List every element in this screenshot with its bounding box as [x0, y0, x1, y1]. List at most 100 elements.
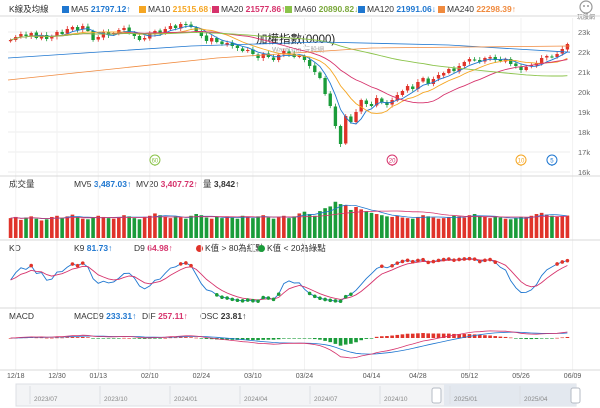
volume-bar: [343, 205, 348, 238]
osc-bar: [555, 337, 559, 339]
candle: [519, 66, 523, 70]
volume-bar: [472, 214, 477, 238]
ma120-legend[interactable]: MA120 21991.06↓: [358, 4, 436, 15]
candle: [271, 57, 276, 60]
candle: [65, 29, 69, 34]
candle: [106, 32, 111, 35]
kd-overbought-dot: [29, 263, 34, 268]
ma5-line: [10, 25, 568, 125]
osc-bar: [276, 338, 281, 340]
candle: [91, 31, 95, 40]
kd-overbought-dot: [80, 261, 85, 265]
mv5-legend: MV5 3,487.03↑: [74, 179, 132, 189]
kd-overbought-dot: [472, 257, 477, 261]
volume-bar: [39, 220, 44, 238]
volume-bar: [13, 216, 18, 238]
timeline-right-handle: [570, 387, 581, 404]
candle: [509, 59, 513, 64]
ma5-legend[interactable]: MA5 21797.12↑: [62, 4, 131, 15]
osc-bar: [483, 335, 487, 338]
mv20-legend: MV20 3,407.72↑: [136, 179, 198, 189]
candle: [24, 34, 28, 36]
osc-bar: [302, 338, 307, 339]
osc-bar: [266, 338, 271, 340]
ma240-legend[interactable]: MA240 22298.39↑: [438, 4, 516, 15]
volume-bar: [178, 217, 183, 238]
kd-oversold-dot: [343, 294, 348, 299]
ma-marker-label: 5: [550, 159, 554, 165]
osc-legend: OSC 23.81↑: [200, 311, 247, 321]
candle: [246, 50, 250, 51]
ma10-legend[interactable]: MA10 21515.68↑: [139, 4, 212, 15]
candle: [478, 60, 482, 62]
candle: [81, 26, 85, 30]
kd-overbought-dot: [421, 257, 425, 262]
volume-bar: [194, 214, 198, 238]
osc-bar: [343, 338, 348, 345]
volume-bar: [235, 218, 240, 238]
candle: [545, 56, 549, 58]
kd-oversold-dot: [225, 296, 229, 300]
volume-bar: [307, 214, 312, 238]
ma-marker-label: 20: [389, 159, 396, 165]
volume-bar: [163, 216, 168, 238]
timeline-selected-range: [444, 384, 576, 406]
candle: [75, 27, 80, 30]
volume-section-label: 成交量: [9, 179, 35, 189]
price-tick-label: 16k: [578, 168, 590, 177]
volume-bar: [477, 215, 482, 238]
volume-bar: [65, 216, 70, 238]
candle: [514, 63, 518, 66]
osc-bar: [220, 338, 224, 340]
volume-bar: [380, 215, 384, 238]
candle: [421, 78, 425, 82]
ma120-line: [7, 41, 571, 59]
volume-bar: [261, 215, 266, 238]
kd-overbought-dot: [426, 260, 431, 265]
timeline-left-handle: [431, 387, 442, 404]
osc-bar: [307, 338, 312, 339]
candle: [209, 38, 214, 42]
price-tick-label: 19k: [578, 108, 590, 117]
ma20-legend[interactable]: MA20 21577.86↑: [212, 4, 285, 15]
volume-bar: [385, 216, 389, 238]
date-tick-label: 04/28: [409, 373, 427, 380]
kd-oversold-dot: [338, 299, 343, 304]
osc-bar: [137, 338, 142, 339]
candle: [369, 104, 374, 106]
volume-bar: [19, 219, 23, 238]
ma60-legend[interactable]: MA60 20890.82↓: [285, 4, 358, 15]
volume-bar: [312, 215, 317, 238]
candle: [70, 27, 75, 30]
candle: [287, 51, 291, 54]
volume-bar: [106, 218, 111, 238]
volume-bar: [457, 216, 461, 238]
candle: [55, 32, 59, 37]
osc-bar: [178, 337, 183, 338]
kd-oversold-dot: [276, 292, 281, 296]
volume-bar: [230, 217, 235, 238]
volume-bar: [184, 218, 188, 238]
kd-note-red: K值 > 80為紅點: [196, 243, 264, 254]
kd-oversold-dot: [230, 297, 235, 302]
kd-oversold-dot: [318, 296, 322, 301]
kd-oversold-dot: [251, 298, 255, 303]
osc-bar: [122, 337, 126, 339]
volume-bar: [276, 216, 281, 238]
candle: [142, 38, 147, 40]
osc-bar: [333, 338, 338, 344]
kd-overbought-dot: [70, 262, 75, 266]
osc-bar: [297, 338, 302, 339]
osc-bar: [91, 338, 95, 339]
volume-bar: [405, 218, 410, 238]
candle: [452, 68, 456, 71]
kd-overbought-dot: [452, 258, 456, 262]
candle: [472, 59, 477, 61]
osc-bar: [75, 337, 80, 338]
volume-bar: [189, 215, 193, 238]
date-tick-label: 06/09: [564, 373, 582, 380]
kd-overbought-dot: [395, 261, 400, 265]
candle: [467, 59, 472, 62]
volume-bar: [400, 217, 405, 238]
volume-bar: [318, 211, 322, 238]
